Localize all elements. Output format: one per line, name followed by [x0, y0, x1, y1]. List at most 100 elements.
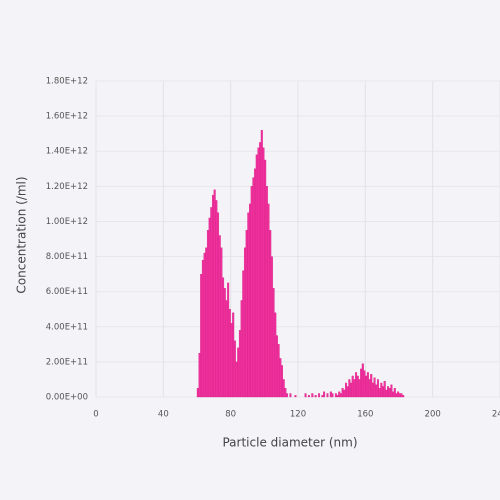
- bar: [355, 372, 358, 398]
- bar: [323, 391, 326, 398]
- bar: [264, 159, 267, 398]
- y-tick-label: 1.20E+12: [46, 182, 88, 192]
- x-axis-title: Particle diameter (nm): [222, 436, 357, 450]
- bar: [274, 312, 277, 398]
- bar: [232, 312, 235, 398]
- y-tick-label: 8.00E+11: [46, 252, 88, 262]
- bar: [334, 393, 337, 398]
- bar: [358, 379, 361, 398]
- bar: [242, 270, 245, 398]
- bar: [314, 395, 317, 398]
- bar: [373, 377, 376, 398]
- bar: [269, 230, 272, 398]
- bar: [281, 365, 283, 398]
- x-tick-label: 0: [93, 410, 98, 420]
- bar: [336, 395, 339, 398]
- bar: [321, 395, 324, 398]
- bar: [392, 391, 395, 398]
- bar: [240, 300, 243, 398]
- bar: [402, 395, 405, 398]
- bar: [201, 259, 204, 398]
- bar: [206, 230, 209, 398]
- bar: [338, 391, 341, 398]
- bar: [366, 372, 369, 398]
- bar: [255, 154, 258, 398]
- bar: [215, 200, 218, 398]
- bar: [223, 288, 226, 398]
- bar: [245, 230, 248, 398]
- bar: [395, 393, 398, 398]
- bar: [311, 393, 314, 398]
- bar: [365, 375, 368, 398]
- bar: [282, 379, 285, 398]
- bar: [198, 352, 201, 398]
- bar: [272, 288, 275, 398]
- bar: [341, 388, 344, 398]
- bar: [196, 388, 199, 398]
- bar: [368, 379, 371, 398]
- bar: [222, 277, 225, 398]
- bar: [275, 335, 278, 398]
- bar: [398, 393, 401, 398]
- bar: [213, 189, 216, 398]
- x-tick-label: 240: [492, 410, 500, 420]
- bar: [243, 247, 246, 398]
- bar: [225, 300, 228, 398]
- bar: [339, 393, 342, 398]
- x-tick-label: 160: [357, 410, 373, 420]
- bar: [350, 382, 353, 398]
- bar: [230, 323, 233, 398]
- y-tick-label: 1.00E+12: [46, 217, 88, 227]
- bar: [218, 235, 221, 398]
- bar: [393, 388, 396, 398]
- bar: [400, 393, 403, 398]
- bar: [361, 363, 364, 398]
- y-tick-label: 4.00E+11: [46, 322, 88, 332]
- bar: [346, 386, 349, 398]
- bar: [203, 252, 206, 398]
- bar: [385, 389, 388, 398]
- bar: [343, 389, 346, 398]
- bar: [375, 384, 378, 398]
- y-tick-label: 1.40E+12: [46, 147, 88, 157]
- bar: [249, 203, 252, 398]
- y-axis-title: Concentration (/ml): [15, 176, 29, 293]
- bar: [260, 130, 263, 398]
- bar: [388, 388, 391, 398]
- bar: [265, 186, 268, 398]
- bar: [286, 393, 289, 398]
- bar: [208, 217, 211, 398]
- bar: [326, 393, 329, 398]
- bar: [307, 395, 310, 398]
- bar: [318, 393, 321, 398]
- bar: [351, 375, 354, 398]
- bar: [397, 391, 400, 398]
- bar: [217, 212, 220, 398]
- bar: [380, 382, 383, 398]
- bar: [304, 393, 307, 398]
- bar: [378, 388, 381, 398]
- bar: [262, 147, 265, 398]
- bar: [360, 368, 363, 398]
- bar: [294, 395, 297, 398]
- bar: [228, 309, 231, 398]
- bar: [390, 384, 393, 398]
- bar: [252, 177, 255, 398]
- bar: [259, 142, 262, 398]
- x-tick-label: 40: [158, 410, 169, 420]
- bar: [371, 382, 374, 398]
- bar: [376, 379, 379, 398]
- bar: [387, 386, 390, 398]
- bar: [254, 168, 257, 398]
- bar: [270, 256, 273, 398]
- bar: [267, 203, 270, 398]
- bar: [329, 391, 332, 398]
- bar: [344, 382, 347, 398]
- bar: [210, 207, 213, 398]
- bar: [238, 330, 241, 398]
- bar: [257, 147, 260, 398]
- y-tick-label: 1.80E+12: [46, 77, 88, 87]
- bar: [227, 282, 230, 398]
- bar: [356, 375, 359, 398]
